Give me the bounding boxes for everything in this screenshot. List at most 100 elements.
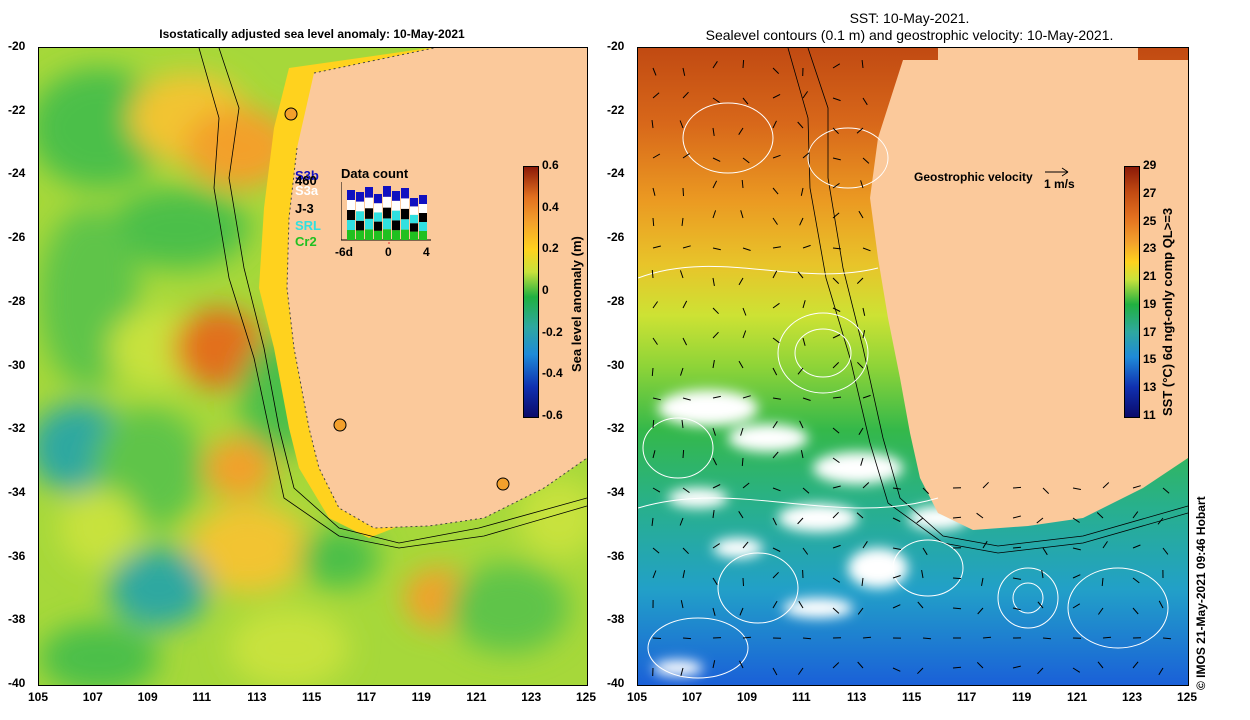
velocity-arrow [861,577,864,586]
velocity-arrow [981,577,984,586]
data-count-bar-segment [374,194,382,204]
velocity-arrow [679,120,684,129]
velocity-arrow [802,300,806,309]
sst-colorbar-label: SST (°C) 6d ngt-only comp QL>=3 [1160,207,1175,416]
velocity-arrow [742,97,749,105]
data-count-bar-segment [401,198,409,209]
data-count-bar-segment [356,230,364,240]
velocity-arrow [892,487,901,490]
velocity-arrow [682,245,691,249]
tide-gauge-marker[interactable] [496,477,510,491]
latitude-tick: -38 [607,612,625,627]
colorbar-tick: 29 [1143,158,1157,172]
velocity-arrow [682,67,686,76]
velocity-arrow [772,397,781,400]
velocity-arrow [892,575,901,579]
data-count-bar-segment [419,231,427,240]
land-mass [287,48,587,528]
satellite-label-s3b: S3b [295,168,319,183]
data-count-chart [341,182,431,244]
colorbar-tick: 13 [1143,380,1157,395]
velocity-arrow [1102,541,1108,549]
longitude-tick: 107 [82,690,103,704]
longitude-tick: 105 [28,690,49,704]
velocity-arrow [800,450,804,459]
latitude-tick: -30 [8,357,26,372]
velocity-arrow [712,427,716,436]
data-count-bar-segment [356,192,364,202]
colorbar-tick: 25 [1143,213,1157,228]
latitude-tick: -26 [607,230,625,245]
velocity-arrow [738,127,744,135]
velocity-arrow [772,154,781,159]
velocity-arrow [742,157,750,164]
data-count-bar-segment [365,208,373,219]
velocity-arrow [741,179,744,189]
velocity-arrow [862,330,866,339]
velocity-arrow [742,577,744,587]
velocity-arrow [682,153,690,159]
data-count-bar-segment [374,230,382,240]
velocity-arrow [742,395,751,399]
data-count-bar-segment [347,230,355,240]
velocity-arrow [772,487,781,492]
velocity-arrow [652,187,656,196]
velocity-arrow [738,511,744,519]
velocity-arrow [892,547,901,550]
velocity-arrow [802,397,811,401]
velocity-arrow [772,246,781,249]
velocity-arrow [772,517,777,526]
data-count-tick-end: 4 [423,245,430,259]
velocity-arrow [712,457,718,466]
velocity-arrow [712,607,716,616]
velocity-arrow [1162,487,1170,494]
right-map-title-line1: SST: 10-May-2021. [849,10,970,26]
tide-gauge-marker[interactable] [333,418,347,432]
longitude-tick: 111 [792,690,811,704]
land-mass-right [870,48,1188,530]
longitude-tick: 113 [247,690,267,704]
longitude-tick: 117 [356,690,377,704]
velocity-arrow [832,544,841,549]
velocity-arrow [1102,636,1112,639]
data-count-bar-segment [401,219,409,230]
data-count-bar-segment [365,197,373,209]
velocity-arrow [772,547,781,552]
latitude-tick: -28 [607,293,625,308]
latitude-tick: -36 [607,548,625,563]
velocity-arrow [712,210,717,219]
velocity-arrow [1158,667,1164,676]
velocity-arrow [772,571,779,579]
latitude-tick: -26 [8,230,26,245]
left-map-panel: S3b 460 S3a J-3 SRL Cr2 Data count -6d 0… [38,47,588,686]
latitude-tick: -22 [607,102,625,117]
velocity-arrow [682,570,686,579]
velocity-arrow [772,337,780,344]
velocity-arrow [1042,487,1050,494]
data-count-bar-segment [356,201,364,212]
data-count-bar-segment [365,229,373,240]
data-count-tick-zero: 0 [385,245,392,259]
velocity-arrow [797,667,804,675]
longitude-tick: 109 [137,690,158,704]
velocity-arrow [832,607,840,614]
velocity-arrow [799,420,804,429]
tide-gauge-marker[interactable] [284,107,298,121]
data-count-bar-segment [356,220,364,231]
data-count-bar-segment [419,204,427,213]
velocity-arrow [680,367,684,376]
velocity-arrow [800,187,804,196]
data-count-bar-segment [392,220,400,231]
velocity-arrow [860,457,864,466]
velocity-arrow [862,541,868,549]
velocity-arrow [772,270,778,279]
velocity-arrow [1132,544,1141,549]
velocity-arrow [1162,547,1169,555]
data-count-bar-segment [365,187,373,198]
colorbar-tick: 11 [1143,408,1156,422]
velocity-arrow [712,660,716,669]
velocity-arrow [742,247,751,251]
data-count-bar-segment [365,218,373,230]
velocity-arrow [832,63,841,69]
sla-colorbar [523,166,539,418]
